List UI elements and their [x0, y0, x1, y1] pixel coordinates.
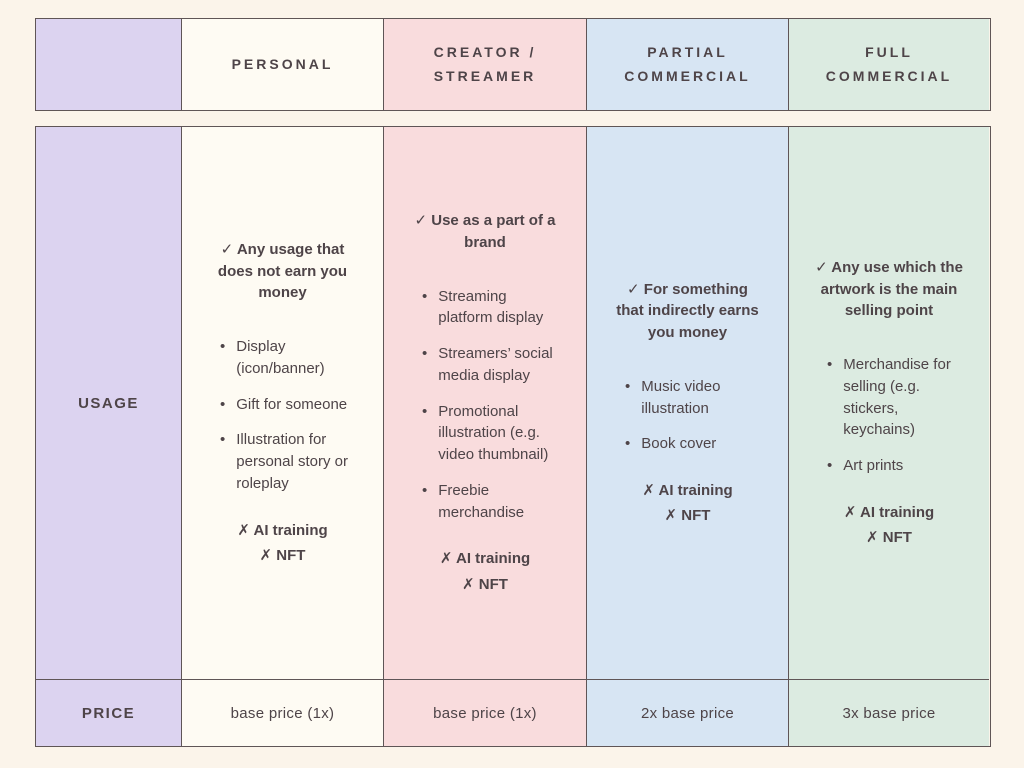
usage-row-label: USAGE: [36, 127, 181, 679]
usage-bullet: Freebie merchandise: [410, 480, 560, 524]
header-creator-streamer: CREATOR / STREAMER: [383, 19, 586, 110]
license-body-table: USAGE ✓ Any usage that does not earn you…: [35, 126, 991, 747]
usage-creator-cell: ✓ Use as a part of a brand Streaming pla…: [383, 127, 586, 679]
price-full: 3x base price: [788, 679, 989, 746]
restriction-nft: ✗ NFT: [462, 575, 508, 593]
header-partial-commercial: PARTIAL COMMERCIAL: [586, 19, 788, 110]
usage-partial-allowed: ✓ For something that indirectly earns yo…: [616, 280, 759, 342]
usage-personal-cell: ✓ Any usage that does not earn you money…: [181, 127, 383, 679]
usage-partial-bullets: Music video illustration Book cover: [613, 362, 762, 455]
usage-bullet: Book cover: [613, 433, 762, 455]
bullet-text: Book cover: [641, 435, 717, 453]
header-full-commercial: FULL COMMERCIAL: [788, 19, 989, 110]
restriction-ai-training: ✗ AI training: [439, 550, 531, 568]
price-personal: base price (1x): [181, 679, 383, 746]
usage-full-cell: ✓ Any use which the artwork is the main …: [788, 127, 989, 679]
bullet-text: Merchandise for selling (e.g. stickers, …: [843, 356, 951, 439]
restriction-ai-training: ✗ AI training: [237, 521, 328, 539]
usage-personal-allowed: ✓ Any usage that does not earn you money: [217, 240, 348, 302]
bullet-text: Illustration for personal story or rolep…: [236, 431, 348, 492]
license-header-row: PERSONAL CREATOR / STREAMER PARTIAL COMM…: [35, 18, 991, 111]
bullet-text: Streaming platform display: [438, 287, 544, 327]
header-corner-cell: [36, 19, 181, 110]
usage-full-restrictions: ✗ AI training ✗ NFT: [844, 499, 934, 550]
restriction-nft: ✗ NFT: [259, 546, 306, 564]
bullet-text: Promotional illustration (e.g. video thu…: [438, 402, 549, 464]
price-row-label: PRICE: [36, 679, 181, 746]
usage-personal-bullets: Display (icon/banner) Gift for someone I…: [208, 322, 357, 495]
usage-bullet: Display (icon/banner): [208, 336, 357, 380]
usage-full-allowed: ✓ Any use which the artwork is the main …: [815, 258, 963, 320]
usage-bullet: Art prints: [815, 455, 963, 477]
bullet-text: Freebie merchandise: [438, 481, 525, 521]
usage-bullet: Music video illustration: [613, 376, 762, 420]
usage-bullet: Streaming platform display: [410, 286, 560, 330]
restriction-ai-training: ✗ AI training: [642, 482, 733, 499]
restriction-nft: ✗ NFT: [866, 529, 912, 546]
usage-bullet: Merchandise for selling (e.g. stickers, …: [815, 354, 963, 441]
restriction-nft: ✗ NFT: [664, 507, 711, 525]
usage-bullet: Gift for someone: [208, 394, 357, 416]
bullet-text: Streamers’ social media display: [438, 345, 553, 384]
usage-creator-bullets: Streaming platform display Streamers’ so…: [410, 272, 560, 524]
usage-personal-restrictions: ✗ AI training ✗ NFT: [237, 517, 327, 568]
header-personal: PERSONAL: [181, 19, 383, 110]
usage-bullet: Promotional illustration (e.g. video thu…: [410, 401, 560, 466]
usage-partial-cell: ✓ For something that indirectly earns yo…: [586, 127, 788, 679]
restriction-ai-training: ✗ AI training: [843, 503, 935, 521]
bullet-text: Art prints: [843, 457, 904, 474]
price-creator: base price (1x): [383, 679, 586, 746]
price-partial: 2x base price: [586, 679, 788, 746]
usage-bullet: Streamers’ social media display: [410, 343, 560, 387]
usage-bullet: Illustration for personal story or rolep…: [208, 429, 357, 494]
usage-creator-allowed: ✓ Use as a part of a brand: [414, 212, 556, 251]
usage-partial-restrictions: ✗ AI training ✗ NFT: [642, 477, 732, 528]
usage-full-bullets: Merchandise for selling (e.g. stickers, …: [815, 340, 963, 477]
bullet-text: Display (icon/banner): [236, 338, 325, 377]
bullet-text: Music video illustration: [641, 377, 721, 417]
usage-creator-restrictions: ✗ AI training ✗ NFT: [440, 545, 530, 596]
bullet-text: Gift for someone: [236, 395, 348, 413]
